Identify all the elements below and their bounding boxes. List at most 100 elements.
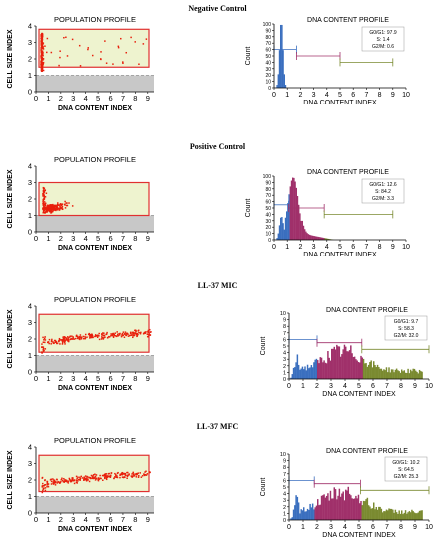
y-tick-label: 6 xyxy=(283,478,286,484)
histogram-bar xyxy=(303,369,305,379)
histogram-bar xyxy=(318,505,320,520)
histogram-bar xyxy=(365,363,367,379)
scatter-point xyxy=(40,63,42,65)
y-tick-label: 90 xyxy=(265,180,271,186)
histogram-bar xyxy=(325,363,328,379)
scatter-point xyxy=(134,332,137,335)
x-tick-label: 7 xyxy=(385,383,389,390)
scatter-point xyxy=(104,477,106,480)
histogram-bar xyxy=(417,512,420,520)
scatter-point xyxy=(58,207,60,210)
scatter-point xyxy=(109,476,112,479)
scatter-point xyxy=(108,475,111,477)
x-tick-label: 8 xyxy=(399,383,403,390)
x-tick-label: 1 xyxy=(46,234,50,243)
x-tick-label: 9 xyxy=(146,234,150,243)
gate-rectangle xyxy=(38,28,150,68)
histogram-bar xyxy=(278,225,281,240)
scatter-point xyxy=(83,477,85,479)
scatter-point xyxy=(42,336,44,339)
histogram-bar xyxy=(317,236,319,240)
scatter-point xyxy=(42,207,44,210)
x-tick-label: 6 xyxy=(108,515,112,524)
scatter-point xyxy=(50,204,52,206)
scatter-point xyxy=(40,70,43,72)
histogram-bar xyxy=(385,367,388,379)
scatter-point xyxy=(145,474,148,476)
scatter-point xyxy=(50,340,53,343)
scatter-point xyxy=(105,476,107,478)
scatter-point xyxy=(114,476,116,478)
histogram-bar xyxy=(371,367,374,379)
scatter-point xyxy=(94,335,96,338)
histogram-bar xyxy=(361,505,364,520)
scatter-point xyxy=(44,189,46,191)
scatter-point xyxy=(41,43,43,46)
scatter-point xyxy=(116,335,118,337)
scatter-point xyxy=(95,474,98,476)
scatter-point xyxy=(105,473,108,475)
histogram-bar xyxy=(323,238,325,240)
y-tick-label: 4 xyxy=(283,492,286,498)
scatter-point xyxy=(66,481,69,483)
histogram-bar xyxy=(296,496,299,520)
scatter-point xyxy=(138,63,140,65)
histogram-bar xyxy=(359,362,361,379)
scatter-point xyxy=(97,334,99,337)
section-title-mic: LL-37 MIC xyxy=(197,281,238,290)
debris-region xyxy=(36,355,154,372)
scatter-point xyxy=(79,477,82,480)
y-tick-label: 40 xyxy=(265,212,271,218)
histogram-bar xyxy=(300,220,302,240)
y-axis-label: Count xyxy=(260,478,267,497)
histogram-bar xyxy=(301,366,304,379)
scatter-point xyxy=(96,336,99,339)
y-tick-label: 60 xyxy=(265,48,271,54)
scatter-point xyxy=(71,479,73,481)
histogram-bar xyxy=(415,513,417,520)
scatter-point xyxy=(116,472,119,475)
histogram-bar xyxy=(351,498,353,520)
histogram-bar xyxy=(332,498,334,520)
scatter-point xyxy=(71,338,73,340)
histogram-bar xyxy=(351,353,353,379)
histogram-bar xyxy=(301,220,303,240)
scatter-point xyxy=(99,474,101,477)
histogram-bar xyxy=(374,509,376,520)
scatter-point xyxy=(126,474,129,477)
scatter-point xyxy=(63,339,66,342)
scatter-point xyxy=(83,337,85,340)
scatter-point xyxy=(56,482,58,484)
scatter-point xyxy=(79,476,81,479)
chart-title: POPULATION PROFILE xyxy=(54,295,136,304)
histogram-bar xyxy=(407,368,409,379)
scatter-point xyxy=(42,53,44,55)
scatter-point xyxy=(43,484,46,486)
x-tick-label: 9 xyxy=(391,244,395,251)
histogram-bar xyxy=(305,231,307,240)
scatter-point xyxy=(82,335,84,338)
scatter-point xyxy=(46,484,48,486)
histogram-bar xyxy=(367,505,370,520)
histogram-bar xyxy=(327,493,329,520)
y-tick-label: 30 xyxy=(265,67,271,73)
histogram-bar xyxy=(328,500,330,520)
x-tick-label: 7 xyxy=(121,234,125,243)
histogram-bar xyxy=(369,506,371,520)
histogram-bar xyxy=(350,495,352,520)
scatter-point xyxy=(73,338,75,340)
scatter-point xyxy=(48,207,50,209)
gate-rectangle xyxy=(38,181,150,217)
scatter-point xyxy=(139,332,142,335)
histogram-bar xyxy=(332,348,334,379)
x-tick-label: 3 xyxy=(329,383,333,390)
y-axis-label: Count xyxy=(245,199,252,218)
scatter-point xyxy=(145,331,147,333)
scatter-point xyxy=(58,209,61,211)
histogram-bar xyxy=(333,346,336,379)
legend-entry: G2/M: 3.3 xyxy=(372,196,394,202)
x-tick-label: 9 xyxy=(146,94,150,103)
scatter-point xyxy=(51,204,54,206)
